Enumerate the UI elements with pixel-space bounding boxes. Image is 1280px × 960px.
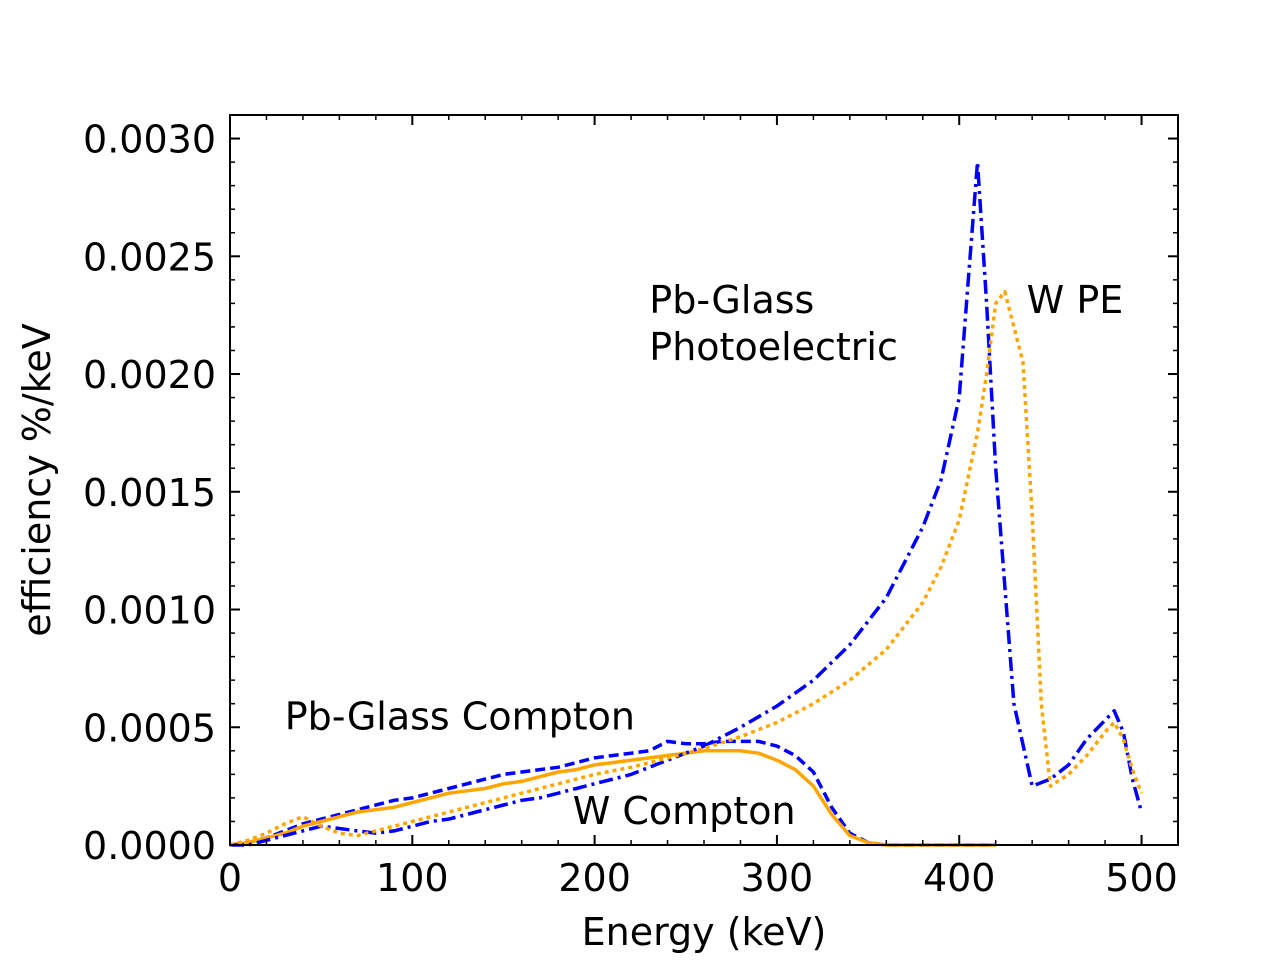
x-axis-label: Energy (keV)	[582, 910, 827, 954]
y-tick-label: 0.0010	[83, 589, 216, 633]
x-tick-label: 0	[218, 856, 242, 900]
annotation-label-4: W Compton	[573, 789, 796, 833]
annotation-label-2: W PE	[1027, 278, 1124, 322]
series-line-3	[229, 289, 1144, 847]
plot-frame	[229, 114, 1179, 846]
series-line-0	[229, 739, 996, 847]
series-line-1	[229, 749, 996, 847]
x-tick-label: 500	[1105, 856, 1178, 900]
series-layer	[229, 160, 1144, 847]
x-tick-label: 200	[558, 856, 631, 900]
series-line-2	[230, 160, 1144, 847]
x-tick-label: 300	[741, 856, 814, 900]
y-tick-label: 0.0000	[83, 824, 216, 868]
y-axis-label: efficiency %/keV	[15, 323, 59, 636]
annotation-label-1: Photoelectric	[649, 325, 898, 369]
y-tick-label: 0.0015	[83, 471, 216, 515]
x-tick-label: 100	[376, 856, 449, 900]
y-tick-label: 0.0030	[83, 118, 216, 162]
annotation-label-0: Pb-Glass	[649, 278, 814, 322]
tick-labels-layer: 0 100 200 300 400 500 0.0000 0.0005 0.0010 0.0015…	[83, 118, 1178, 900]
y-tick-label: 0.0005	[83, 706, 216, 750]
y-tick-label: 0.0020	[83, 353, 216, 397]
annotation-label-3: Pb-Glass Compton	[285, 695, 635, 739]
x-tick-label: 400	[923, 856, 996, 900]
y-tick-label: 0.0025	[83, 235, 216, 279]
